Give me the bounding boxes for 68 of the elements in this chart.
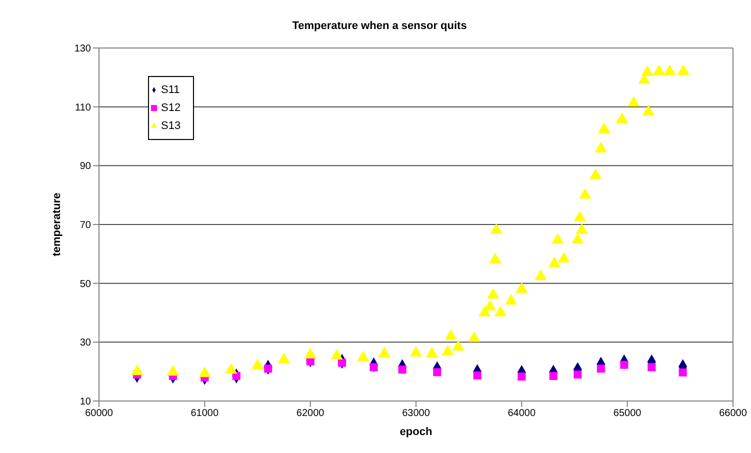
x-tick-label: 65000 bbox=[613, 408, 642, 420]
y-tick-label: 50 bbox=[80, 278, 92, 290]
y-tick-label: 110 bbox=[75, 102, 92, 114]
point bbox=[166, 365, 180, 376]
y-axis-title: temperature bbox=[50, 192, 63, 256]
point bbox=[490, 223, 502, 234]
point bbox=[473, 371, 482, 380]
point bbox=[574, 370, 582, 379]
point bbox=[572, 233, 584, 244]
x-tick-label: 66000 bbox=[719, 408, 748, 420]
x-tick-label: 60000 bbox=[85, 408, 114, 420]
point bbox=[330, 348, 343, 360]
point bbox=[378, 346, 390, 358]
point bbox=[442, 344, 454, 356]
point bbox=[590, 168, 602, 179]
point bbox=[444, 329, 457, 340]
point bbox=[410, 346, 422, 357]
y-tick-label: 130 bbox=[74, 44, 92, 55]
point bbox=[357, 350, 370, 362]
point bbox=[489, 252, 502, 264]
legend-label: S12 bbox=[161, 102, 181, 114]
x-tick-label: 63000 bbox=[402, 408, 430, 420]
point bbox=[574, 210, 586, 222]
point bbox=[251, 358, 264, 370]
point bbox=[478, 306, 491, 316]
legend-label: S11 bbox=[161, 84, 180, 96]
point bbox=[594, 142, 607, 152]
point bbox=[642, 104, 655, 116]
y-tick-label: 70 bbox=[80, 220, 92, 232]
point bbox=[616, 112, 628, 123]
x-tick-label: 64000 bbox=[508, 408, 536, 420]
point bbox=[278, 352, 290, 364]
point bbox=[505, 294, 518, 304]
point bbox=[130, 364, 144, 376]
x-tick-label: 61000 bbox=[190, 408, 220, 420]
y-tick-label: 90 bbox=[80, 161, 92, 172]
point bbox=[648, 363, 656, 372]
point bbox=[628, 96, 640, 107]
chart-title: Temperature when a sensor quits bbox=[291, 20, 468, 32]
point bbox=[487, 288, 500, 299]
point bbox=[225, 363, 238, 374]
point bbox=[452, 340, 464, 351]
point bbox=[641, 65, 654, 76]
legend-label: S13 bbox=[161, 120, 181, 132]
point bbox=[518, 372, 526, 381]
y-tick-label: 10 bbox=[80, 396, 92, 408]
point bbox=[596, 364, 605, 373]
point bbox=[198, 366, 211, 378]
point bbox=[578, 188, 592, 199]
point bbox=[678, 368, 687, 376]
point bbox=[548, 256, 560, 268]
point bbox=[516, 282, 528, 293]
point bbox=[426, 346, 438, 358]
point bbox=[494, 306, 507, 316]
point bbox=[598, 122, 610, 133]
point bbox=[549, 372, 558, 380]
point bbox=[576, 223, 588, 234]
point bbox=[558, 252, 570, 262]
point bbox=[652, 64, 666, 76]
point bbox=[552, 233, 564, 244]
point bbox=[664, 64, 676, 76]
x-axis-title: epoch bbox=[400, 426, 432, 438]
point bbox=[677, 64, 690, 76]
point bbox=[468, 331, 480, 342]
point bbox=[534, 270, 547, 280]
x-tick-label: 62000 bbox=[296, 408, 325, 420]
y-tick-label: 30 bbox=[80, 338, 92, 349]
point bbox=[304, 348, 316, 358]
